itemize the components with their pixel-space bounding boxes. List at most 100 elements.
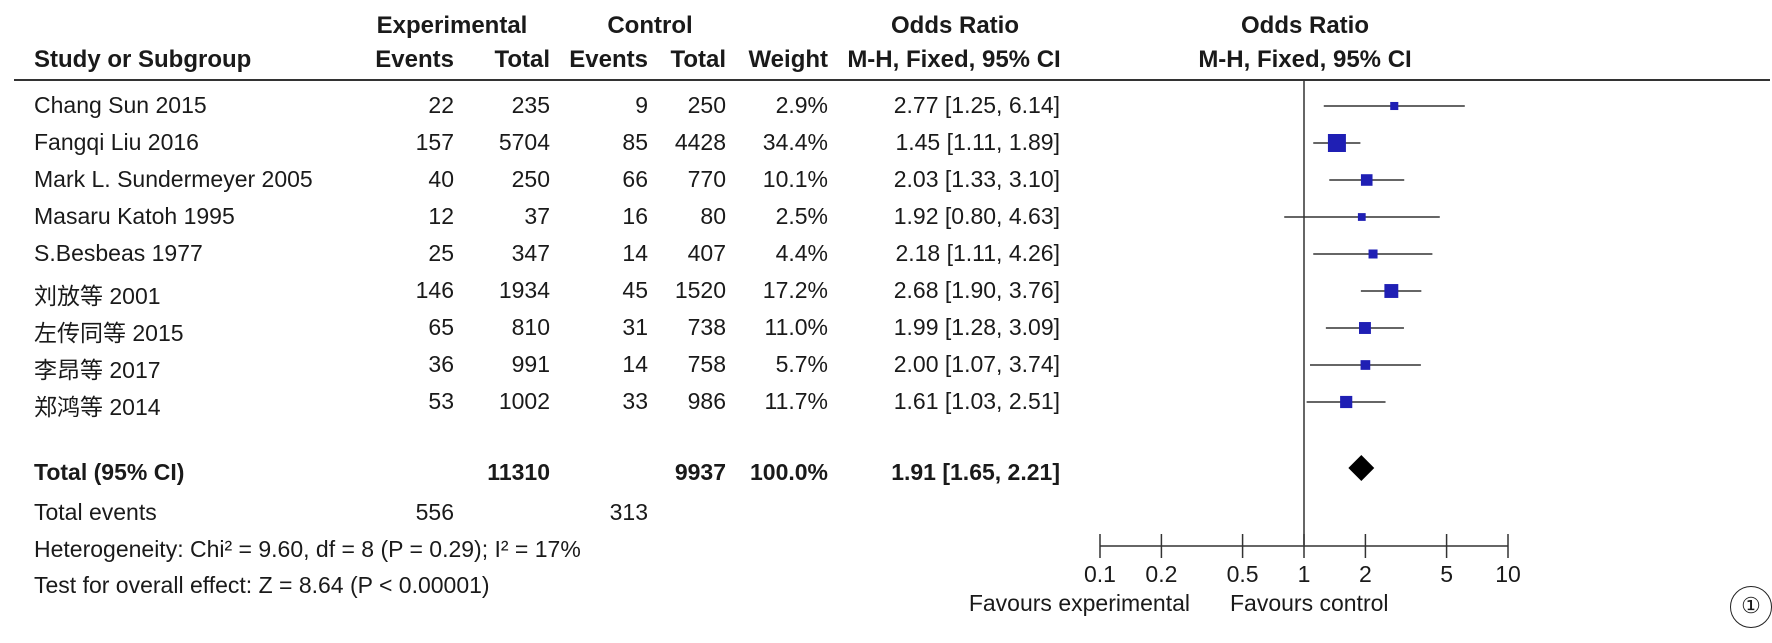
exp-events: 157: [415, 129, 454, 155]
exp-total: 235: [511, 92, 550, 118]
study-name: 李昂等 2017: [34, 357, 161, 383]
exp-events: 53: [428, 388, 454, 414]
ctl-total: 4428: [674, 129, 726, 155]
ctl-events: 66: [622, 166, 648, 192]
study-name: 郑鸿等 2014: [34, 394, 161, 420]
x-tick-label: 5: [1440, 561, 1453, 587]
exp-total: 250: [511, 166, 550, 192]
plot-title: Odds Ratio: [1240, 12, 1369, 39]
study-or-marker: [1360, 174, 1373, 186]
total-events-label: Total events: [34, 499, 157, 525]
weight-value: 5.7%: [775, 351, 828, 377]
or-ci-value: 1.99 [1.28, 3.09]: [893, 314, 1060, 340]
exp-total: 1002: [498, 388, 550, 414]
exp-events: 146: [415, 277, 454, 303]
study-or-marker: [1357, 213, 1366, 221]
ctl-total: 407: [687, 240, 726, 266]
study-or-marker: [1340, 395, 1353, 409]
ctl-events: 16: [622, 203, 648, 229]
or-ci-value: 2.18 [1.11, 4.26]: [895, 240, 1060, 266]
weight-value: 4.4%: [775, 240, 828, 266]
study-name: Chang Sun 2015: [34, 92, 207, 118]
study-or-marker: [1368, 249, 1378, 259]
x-tick-label: 1: [1298, 561, 1311, 587]
exp-events: 25: [428, 240, 454, 266]
ctl-total-header: Total: [670, 46, 726, 73]
weight-value: 34.4%: [762, 129, 828, 155]
study-or-marker: [1359, 322, 1371, 334]
weight-value: 2.9%: [775, 92, 828, 118]
or-ci-value: 1.92 [0.80, 4.63]: [893, 203, 1060, 229]
favours-control-label: Favours control: [1230, 590, 1389, 616]
or-column-title: Odds Ratio: [890, 12, 1019, 39]
header-rule: [14, 79, 1770, 81]
weight-value: 10.1%: [762, 166, 828, 192]
total-events-exp: 556: [415, 499, 454, 525]
exp-events-header: Events: [375, 46, 454, 73]
figure-number-mark: ①: [1730, 586, 1772, 628]
exp-total: 1934: [498, 277, 550, 303]
study-or-marker: [1360, 360, 1371, 370]
exp-total: 37: [524, 203, 550, 229]
weight-value: 11.7%: [764, 388, 828, 414]
ctl-total: 738: [687, 314, 726, 340]
ctl-total: 1520: [674, 277, 726, 303]
study-or-marker: [1390, 101, 1399, 111]
weight-value: 2.5%: [775, 203, 828, 229]
study-name: Masaru Katoh 1995: [34, 203, 235, 229]
favours-experimental-label: Favours experimental: [968, 590, 1190, 616]
ctl-events: 33: [622, 388, 648, 414]
exp-events: 12: [428, 203, 454, 229]
study-name: 左传同等 2015: [34, 320, 184, 346]
total-exp-total: 11310: [487, 459, 550, 485]
study-column-header: Study or Subgroup: [34, 46, 252, 73]
heterogeneity-text: Heterogeneity: Chi² = 9.60, df = 8 (P = …: [34, 536, 581, 562]
exp-total: 347: [511, 240, 550, 266]
ctl-total: 250: [687, 92, 726, 118]
ctl-events-header: Events: [569, 46, 648, 73]
ctl-events: 85: [622, 129, 648, 155]
ctl-total: 986: [687, 388, 726, 414]
overall-effect-text: Test for overall effect: Z = 8.64 (P < 0…: [34, 572, 490, 598]
study-or-marker: [1384, 284, 1399, 298]
exp-events: 40: [428, 166, 454, 192]
experimental-group-header: Experimental: [376, 12, 528, 39]
total-or-ci: 1.91 [1.65, 2.21]: [891, 459, 1060, 485]
x-tick-label: 0.1: [1084, 561, 1116, 587]
ctl-total: 80: [700, 203, 726, 229]
x-tick-label: 0.2: [1145, 561, 1177, 587]
study-name: Mark L. Sundermeyer 2005: [34, 166, 313, 192]
ctl-events: 14: [622, 240, 648, 266]
ctl-events: 14: [622, 351, 648, 377]
ctl-total: 758: [687, 351, 726, 377]
study-name: Fangqi Liu 2016: [34, 129, 199, 155]
ctl-events: 31: [622, 314, 648, 340]
ctl-events: 9: [635, 92, 648, 118]
study-or-marker: [1327, 134, 1346, 152]
summary-diamond: [1348, 455, 1375, 481]
total-weight: 100.0%: [749, 459, 828, 485]
exp-total: 810: [511, 314, 550, 340]
exp-events: 22: [428, 92, 454, 118]
exp-total: 991: [511, 351, 550, 377]
x-tick-label: 0.5: [1227, 561, 1259, 587]
exp-events: 65: [428, 314, 454, 340]
or-ci-value: 1.45 [1.11, 1.89]: [895, 129, 1060, 155]
weight-header: Weight: [748, 46, 828, 73]
or-ci-value: 2.00 [1.07, 3.74]: [893, 351, 1060, 377]
or-ci-value: 2.03 [1.33, 3.10]: [893, 166, 1060, 192]
x-tick-label: 10: [1495, 561, 1521, 587]
x-tick-label: 2: [1359, 561, 1372, 587]
study-name: S.Besbeas 1977: [34, 240, 203, 266]
plot-method-header: M-H, Fixed, 95% CI: [1198, 46, 1412, 73]
exp-events: 36: [428, 351, 454, 377]
control-group-header: Control: [607, 12, 693, 39]
exp-total-header: Total: [494, 46, 550, 73]
weight-value: 17.2%: [762, 277, 828, 303]
total-events-ctl: 313: [609, 499, 648, 525]
ctl-total: 770: [687, 166, 726, 192]
or-ci-value: 1.61 [1.03, 2.51]: [893, 388, 1060, 414]
total-ctl-total: 9937: [674, 459, 726, 485]
ctl-events: 45: [622, 277, 648, 303]
